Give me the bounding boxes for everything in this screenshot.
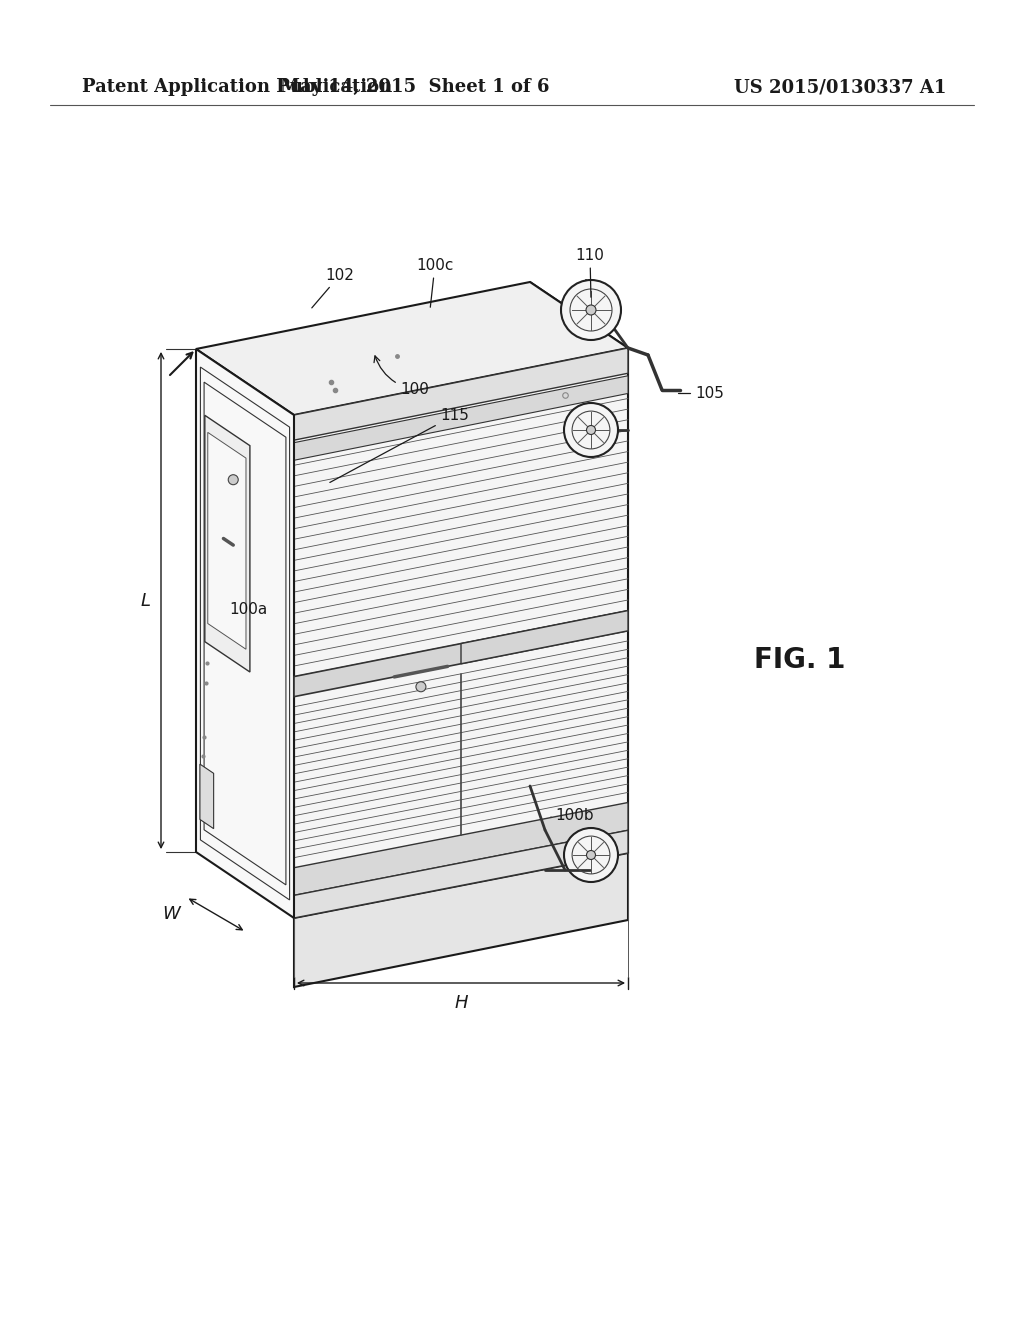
Polygon shape	[205, 416, 250, 672]
Circle shape	[228, 475, 239, 484]
Circle shape	[564, 403, 618, 457]
Circle shape	[586, 305, 596, 315]
Polygon shape	[530, 282, 628, 853]
Polygon shape	[294, 853, 628, 987]
Circle shape	[587, 425, 596, 434]
Text: Patent Application Publication: Patent Application Publication	[82, 78, 392, 96]
Text: L: L	[141, 591, 151, 610]
Text: May 14, 2015  Sheet 1 of 6: May 14, 2015 Sheet 1 of 6	[281, 78, 550, 96]
Text: 100: 100	[374, 356, 429, 397]
Text: FIG. 1: FIG. 1	[755, 645, 846, 675]
Circle shape	[564, 828, 618, 882]
Polygon shape	[294, 348, 628, 917]
Polygon shape	[294, 348, 628, 440]
Text: 110: 110	[575, 248, 604, 297]
Text: 100c: 100c	[417, 257, 454, 308]
Polygon shape	[294, 611, 628, 697]
Polygon shape	[208, 433, 246, 649]
Circle shape	[587, 850, 596, 859]
Polygon shape	[294, 830, 628, 917]
Polygon shape	[200, 764, 214, 829]
Polygon shape	[461, 611, 628, 664]
Text: 100b: 100b	[555, 808, 594, 822]
Text: 105: 105	[695, 385, 724, 400]
Text: H: H	[455, 994, 468, 1012]
Text: W: W	[162, 906, 180, 923]
Polygon shape	[196, 282, 628, 414]
Text: 115: 115	[330, 408, 469, 483]
Polygon shape	[294, 376, 628, 461]
Circle shape	[561, 280, 621, 341]
Circle shape	[416, 681, 426, 692]
Polygon shape	[196, 348, 294, 917]
Text: 102: 102	[312, 268, 354, 308]
Text: US 2015/0130337 A1: US 2015/0130337 A1	[734, 78, 946, 96]
Polygon shape	[294, 803, 628, 895]
Text: 100a: 100a	[229, 602, 267, 618]
